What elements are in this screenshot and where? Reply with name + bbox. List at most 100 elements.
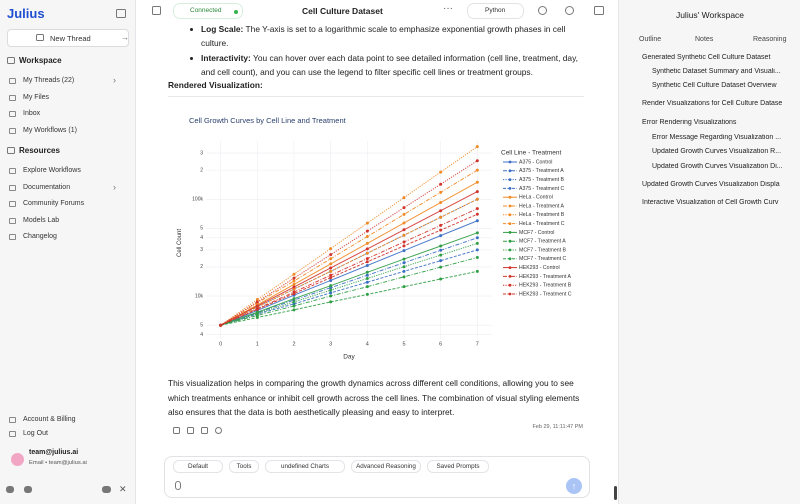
legend-label: MCF7 - Treatment C [519, 256, 567, 262]
arrow: → [121, 33, 129, 42]
data-point [475, 159, 479, 163]
outline-item[interactable]: Updated Growth Curves Visualization Di..… [652, 163, 800, 170]
outline-item[interactable]: Render Visualizations for Cell Culture D… [642, 100, 800, 107]
chat-input[interactable]: Default Tools undefined Charts Advanced Rea… [164, 456, 590, 498]
nav-icon [9, 431, 16, 437]
social-icon[interactable] [102, 486, 111, 493]
toolbar-pill[interactable]: Tools [229, 460, 259, 473]
data-point [292, 285, 296, 289]
more-button[interactable]: ··· [443, 3, 453, 14]
legend-label: MCF7 - Control [519, 230, 554, 236]
series-line [220, 198, 478, 326]
section-heading: Rendered Visualization: [168, 80, 263, 90]
copy-action[interactable] [173, 427, 180, 434]
attach-button[interactable] [175, 481, 181, 490]
nav-item[interactable]: Explore Workflows [23, 167, 81, 174]
logo[interactable]: Julius [7, 6, 45, 21]
outline-item[interactable]: Updated Growth Curves Visualization Disp… [642, 181, 800, 188]
workspace-heading: Workspace [19, 56, 62, 65]
nav-item[interactable]: Models Lab [23, 216, 60, 224]
nav-item[interactable]: Account & Billing [23, 416, 76, 423]
data-point [439, 209, 443, 213]
data-point [292, 272, 296, 276]
data-point [329, 294, 333, 298]
help-icon[interactable] [565, 6, 574, 15]
tab[interactable]: Outline [639, 36, 662, 43]
outline-item[interactable]: Interactive Visualization of Cell Growth… [642, 199, 800, 206]
data-point [365, 273, 369, 277]
panel-icon[interactable] [594, 6, 604, 15]
legend-marker [508, 213, 512, 217]
language-select[interactable]: Python [467, 3, 524, 19]
like-action[interactable] [187, 427, 194, 434]
settings-icon[interactable] [538, 6, 547, 15]
data-point [475, 190, 479, 194]
nav-icon [9, 168, 16, 174]
outline-item[interactable]: Updated Growth Curves Visualization R... [652, 148, 800, 155]
nav-item[interactable]: Community Forums [23, 200, 85, 207]
legend-title: Cell Line - Treatment [501, 150, 562, 157]
outline-item[interactable]: Generated Synthetic Cell Culture Dataset [642, 54, 800, 61]
nav-item[interactable]: Log Out [23, 430, 48, 437]
legend-label: HeLa - Treatment A [519, 203, 565, 209]
data-point [329, 269, 333, 273]
nav-item[interactable]: Changelog [23, 233, 57, 240]
legend-marker [508, 275, 512, 278]
dislike-action[interactable] [201, 427, 208, 434]
send-button[interactable]: ↑ [566, 478, 582, 494]
series-line [220, 198, 478, 326]
collapse-icon[interactable] [116, 9, 126, 18]
tab[interactable]: Reasoning [753, 36, 787, 43]
toolbar-pill[interactable]: Advanced Reasoning [351, 460, 421, 473]
data-point [402, 196, 406, 200]
retry-action[interactable] [215, 427, 222, 434]
nav-item[interactable]: Documentation [23, 183, 71, 191]
x-tick-label: 1 [256, 341, 259, 347]
outline-item[interactable]: Synthetic Dataset Summary and Visuali... [652, 68, 800, 75]
toolbar-pill[interactable]: undefined Charts [265, 460, 345, 473]
data-point [365, 241, 369, 245]
y-tick-label: 100k [192, 197, 203, 203]
legend-marker [508, 257, 512, 261]
data-point [255, 316, 259, 320]
social-icon[interactable]: ✕ [119, 484, 127, 494]
nav-item[interactable]: My Files [23, 93, 50, 101]
copy-icon[interactable] [152, 6, 161, 15]
social-icon[interactable] [24, 486, 32, 493]
toolbar-pill[interactable]: Default [173, 460, 223, 473]
data-point [292, 308, 296, 312]
divider [168, 96, 584, 97]
avatar[interactable] [11, 453, 24, 466]
toolbar-pill[interactable]: Saved Prompts [427, 460, 489, 473]
outline-item[interactable]: Error Rendering Visualizations [642, 119, 800, 126]
tab[interactable]: Notes [695, 36, 714, 43]
social-icon[interactable] [6, 486, 14, 493]
data-point [329, 284, 333, 288]
data-point [475, 197, 479, 201]
x-tick-label: 0 [219, 341, 222, 347]
series-line [220, 213, 478, 326]
series-line [220, 146, 478, 326]
data-point [255, 298, 259, 302]
status-label: Connected [190, 7, 222, 14]
nav-item[interactable]: Inbox [23, 110, 41, 117]
data-point [329, 276, 333, 280]
legend-marker [508, 160, 512, 164]
legend-label: HeLa - Treatment B [519, 212, 565, 218]
y-tick-label: 4 [200, 332, 203, 338]
series-line [220, 257, 478, 326]
nav-item[interactable]: My Threads (22) [23, 77, 75, 84]
new-thread-button[interactable]: New Thread → [7, 29, 129, 47]
data-point [439, 190, 443, 194]
data-point [475, 241, 479, 245]
connection-status[interactable]: Connected [173, 3, 243, 19]
user-name: team@julius.ai [29, 449, 79, 456]
outline-item[interactable]: Error Message Regarding Visualization ..… [652, 134, 800, 141]
nav-item[interactable]: My Workflows (1) [23, 126, 77, 134]
data-point [402, 275, 406, 279]
data-point [292, 276, 296, 280]
outline-item[interactable]: Synthetic Cell Culture Dataset Overview [652, 82, 800, 89]
legend-label: A375 - Treatment A [519, 168, 564, 174]
data-point [365, 263, 369, 267]
